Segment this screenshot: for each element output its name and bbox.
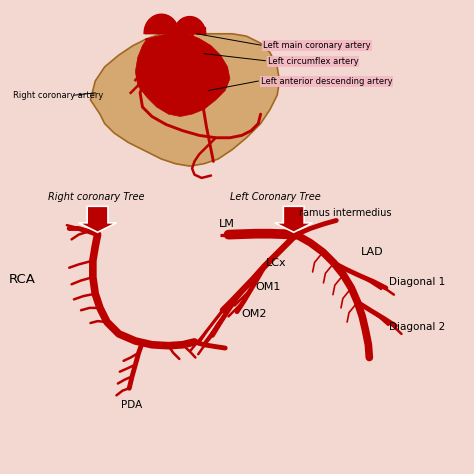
Polygon shape	[145, 15, 178, 33]
Text: ramus intermedius: ramus intermedius	[300, 209, 392, 219]
Text: LAD: LAD	[361, 247, 383, 257]
Polygon shape	[91, 31, 280, 166]
Polygon shape	[145, 27, 205, 33]
Text: Right coronary Tree: Right coronary Tree	[48, 192, 145, 202]
Text: LM: LM	[219, 219, 235, 229]
Polygon shape	[79, 206, 117, 232]
Text: Diagonal 1: Diagonal 1	[389, 277, 446, 287]
Text: RCA: RCA	[9, 273, 36, 286]
Text: OM2: OM2	[242, 309, 267, 319]
Polygon shape	[145, 15, 205, 34]
Text: LCx: LCx	[266, 258, 287, 268]
Polygon shape	[174, 17, 205, 34]
Text: Diagonal 2: Diagonal 2	[389, 322, 446, 332]
Polygon shape	[275, 206, 313, 232]
Text: PDA: PDA	[121, 400, 143, 410]
Polygon shape	[136, 33, 230, 117]
Text: Right coronary artery: Right coronary artery	[12, 91, 103, 100]
Text: Left circumflex artery: Left circumflex artery	[268, 57, 358, 66]
Text: Left main coronary artery: Left main coronary artery	[263, 41, 371, 50]
Text: OM1: OM1	[255, 282, 280, 292]
Text: Left anterior descending artery: Left anterior descending artery	[261, 76, 392, 85]
Text: Left Coronary Tree: Left Coronary Tree	[230, 192, 320, 202]
